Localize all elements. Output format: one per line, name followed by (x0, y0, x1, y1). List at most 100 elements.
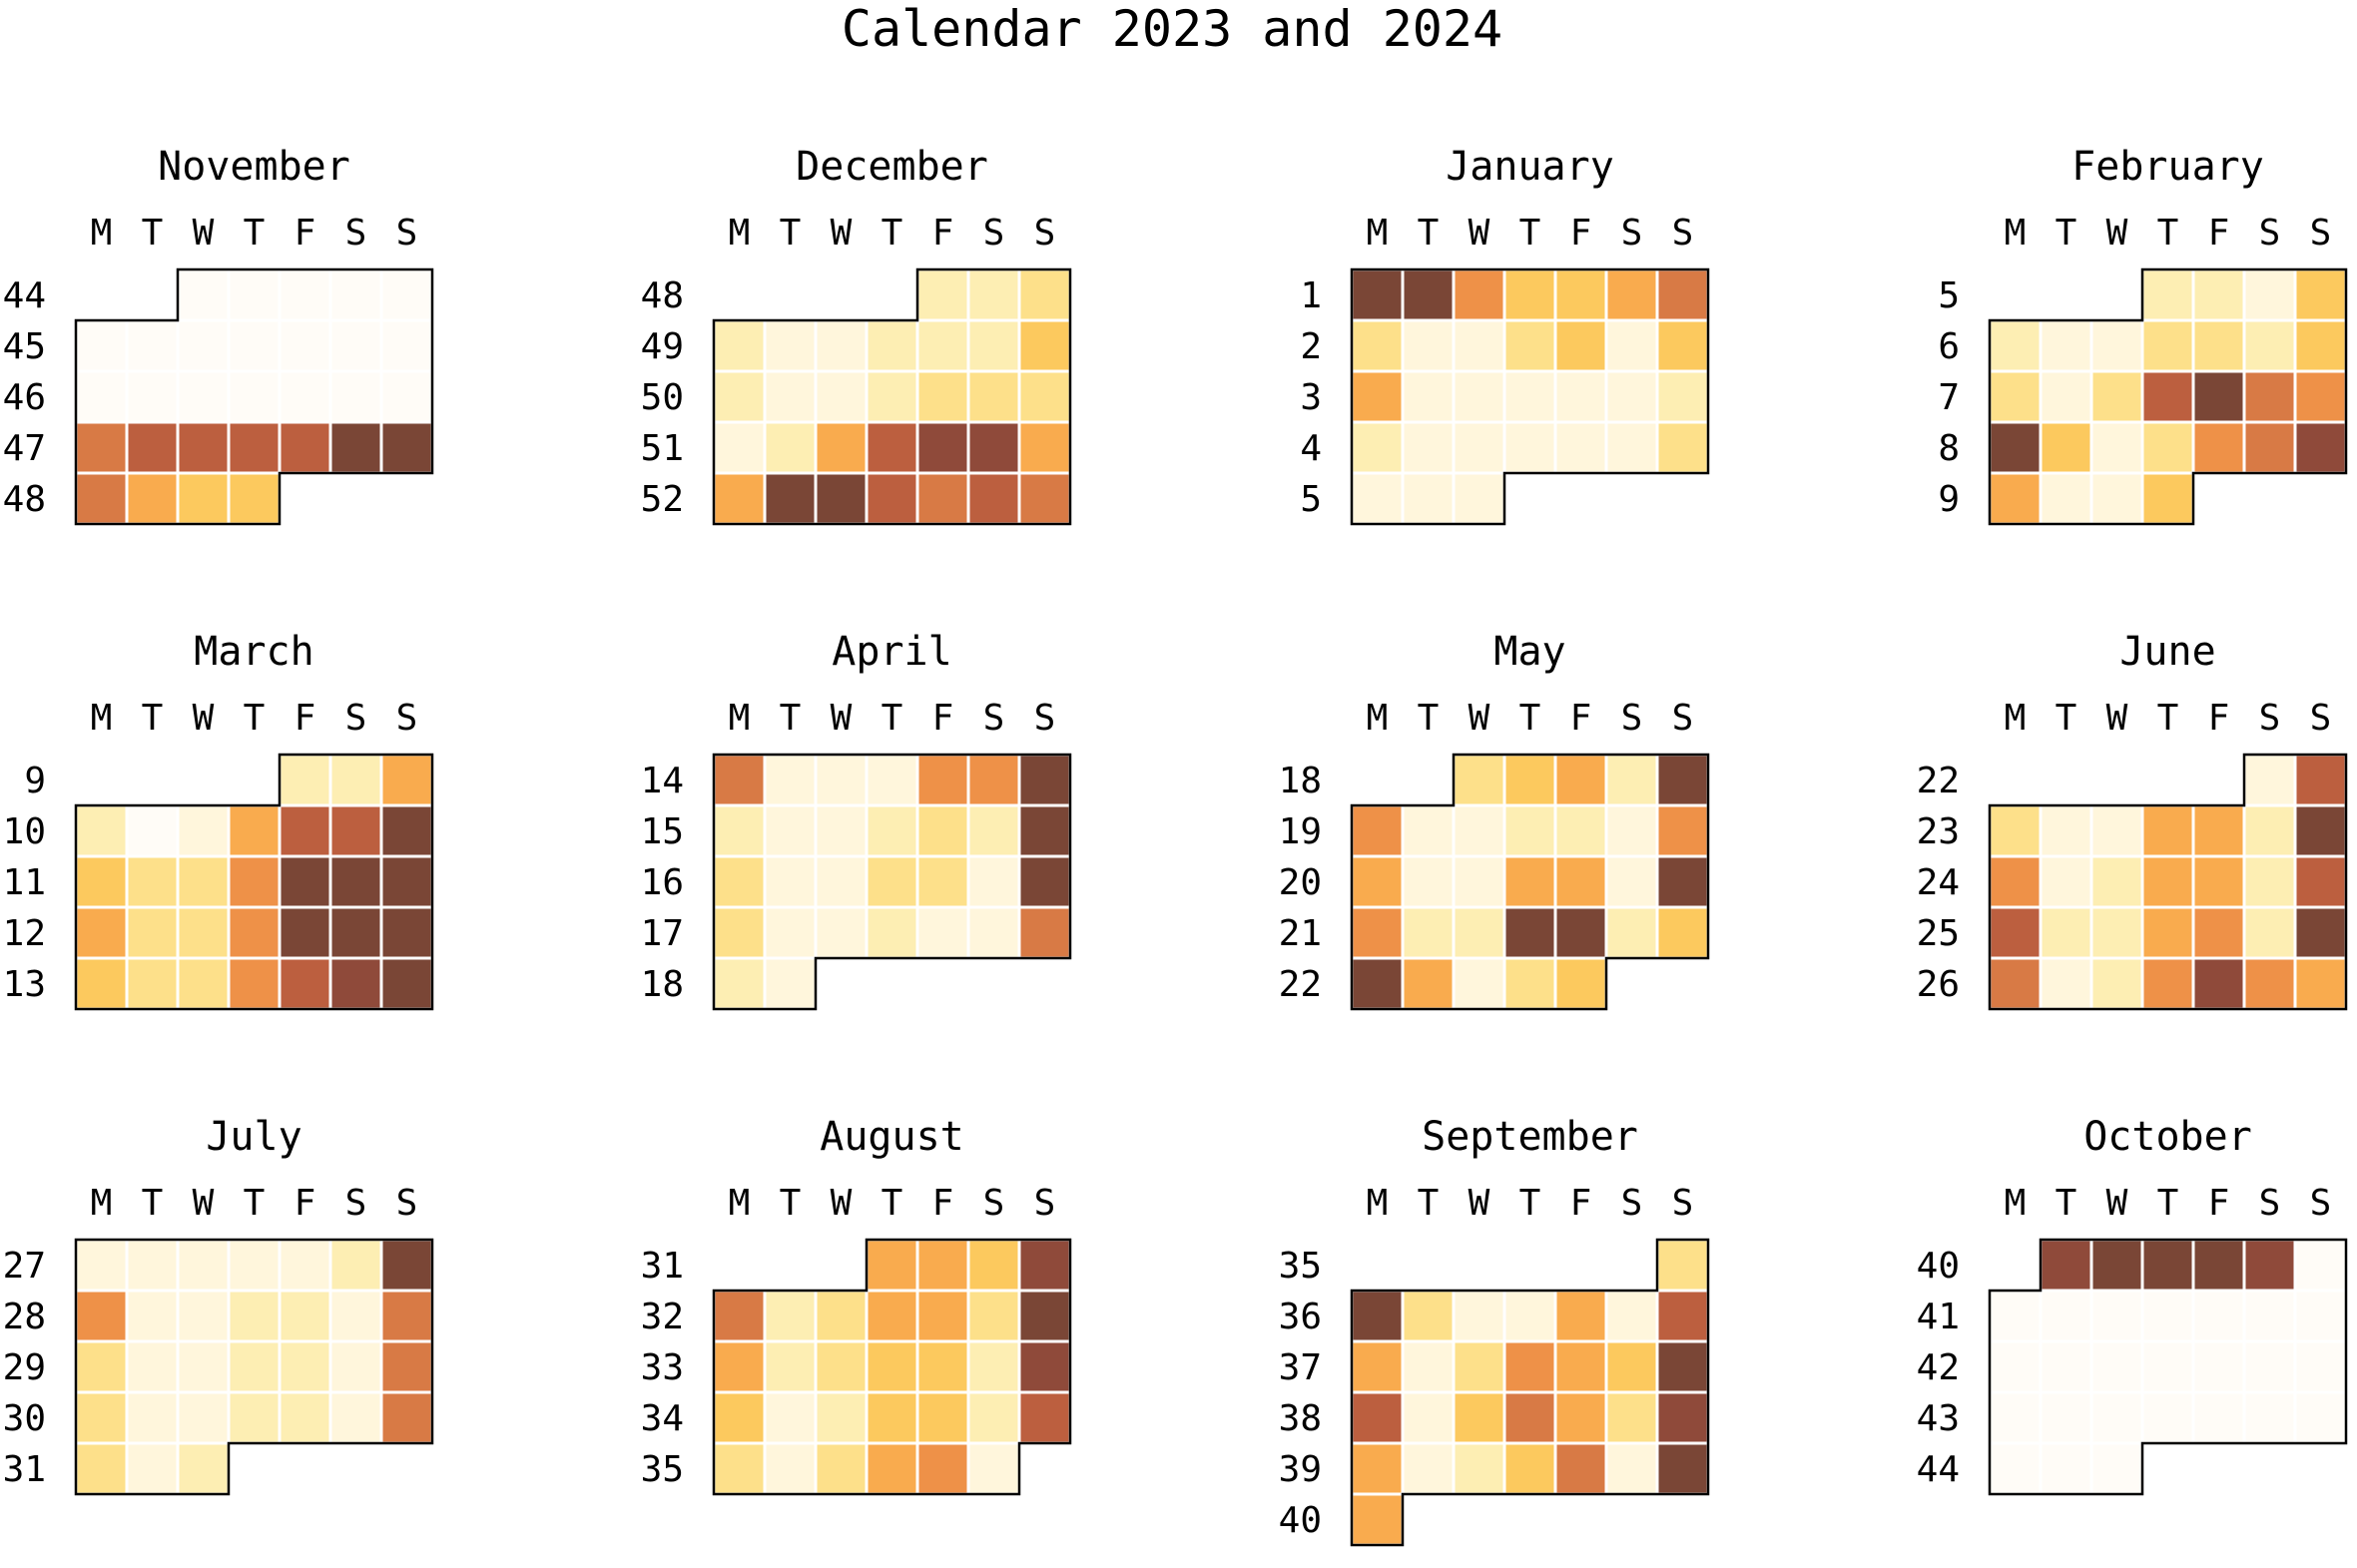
day-cell (1988, 1339, 2043, 1394)
day-cell (1401, 1441, 1456, 1496)
weekday-label: M (2005, 1183, 2027, 1224)
day-cell (125, 1390, 180, 1445)
day-cell (1452, 318, 1506, 373)
week-number-label: 15 (641, 811, 684, 852)
day-cell (865, 1289, 919, 1343)
day-cell (814, 753, 869, 807)
day-cell (1502, 267, 1557, 322)
weekday-label: S (1672, 698, 1694, 739)
day-cell (915, 267, 970, 322)
day-cell (1350, 956, 1405, 1011)
day-cell (1655, 905, 1710, 960)
day-cell (2191, 905, 2246, 960)
day-cell (2039, 1289, 2093, 1343)
day-cell (1350, 1441, 1405, 1496)
day-cell (2089, 1390, 2144, 1445)
weekday-label: T (2056, 1183, 2077, 1224)
day-cell (125, 318, 180, 373)
day-cell (1553, 1441, 1608, 1496)
week-number-label: 27 (3, 1246, 46, 1287)
day-cell (379, 753, 434, 807)
day-cell (2242, 369, 2297, 424)
week-number-label: 40 (1917, 1246, 1960, 1287)
day-cell (712, 854, 767, 909)
month-title: January (1446, 144, 1614, 190)
day-cell (227, 854, 282, 909)
day-cell (227, 1390, 282, 1445)
weekday-label: W (193, 213, 215, 254)
day-cell (176, 854, 231, 909)
day-cell (2293, 854, 2348, 909)
week-number-label: 34 (641, 1398, 684, 1439)
day-cell (1401, 267, 1456, 322)
month-outline (712, 1238, 1072, 1496)
weekday-label: F (932, 213, 954, 254)
day-cell (712, 905, 767, 960)
weekday-label: M (1367, 1183, 1389, 1224)
week-number-label: 36 (1279, 1297, 1322, 1337)
day-cell (227, 369, 282, 424)
day-cell (1655, 1339, 1710, 1394)
day-cell (176, 471, 231, 526)
weekday-label: M (2005, 698, 2027, 739)
day-cell (1401, 369, 1456, 424)
day-cell (278, 369, 332, 424)
day-cell (2242, 420, 2297, 475)
day-cell (1452, 956, 1506, 1011)
week-number-label: 29 (3, 1347, 46, 1388)
day-cell (2293, 803, 2348, 858)
weekday-label: S (1034, 1183, 1056, 1224)
day-cell (865, 1339, 919, 1394)
day-cell (1350, 803, 1405, 858)
weekday-label: T (780, 698, 802, 739)
week-number-label: 9 (1938, 479, 1960, 520)
day-cell (1604, 1339, 1659, 1394)
day-cell (1655, 267, 1710, 322)
week-number-label: 50 (641, 377, 684, 418)
week-number-label: 18 (1279, 761, 1322, 801)
weekday-label: S (345, 213, 367, 254)
day-cell (1604, 1390, 1659, 1445)
month-title: June (2119, 629, 2215, 675)
day-cell (1017, 1238, 1072, 1293)
day-cell (712, 803, 767, 858)
week-number-label: 17 (641, 913, 684, 954)
day-cell (379, 267, 434, 322)
day-cell (379, 1339, 434, 1394)
month-title: April (832, 629, 951, 675)
day-cell (2191, 1390, 2246, 1445)
day-cell (2039, 1441, 2093, 1496)
day-cell (1553, 1390, 1608, 1445)
day-cell (1401, 471, 1456, 526)
day-cell (278, 420, 332, 475)
day-cell (712, 753, 767, 807)
day-cell (1553, 854, 1608, 909)
day-cell (2293, 1390, 2348, 1445)
weekday-label: T (244, 213, 266, 254)
weekday-label: S (2310, 698, 2332, 739)
day-cell (1017, 803, 1072, 858)
day-cell (125, 369, 180, 424)
day-cell (1401, 420, 1456, 475)
weekday-label: T (1418, 1183, 1440, 1224)
weekday-label: F (2208, 213, 2230, 254)
day-cell (74, 803, 129, 858)
day-cell (2039, 956, 2093, 1011)
weekday-label: M (729, 1183, 751, 1224)
day-cell (814, 369, 869, 424)
day-cell (763, 905, 818, 960)
week-number-label: 47 (3, 428, 46, 469)
day-cell (966, 854, 1021, 909)
day-cell (227, 905, 282, 960)
day-cell (1017, 905, 1072, 960)
week-number-label: 41 (1917, 1297, 1960, 1337)
weekday-label: T (780, 1183, 802, 1224)
weekday-label: S (2259, 698, 2281, 739)
chart-title: Calendar 2023 and 2024 (842, 0, 1502, 58)
day-cell (1017, 1289, 1072, 1343)
weekday-label: S (2310, 213, 2332, 254)
day-cell (1553, 1339, 1608, 1394)
day-cell (966, 753, 1021, 807)
day-cell (1017, 267, 1072, 322)
